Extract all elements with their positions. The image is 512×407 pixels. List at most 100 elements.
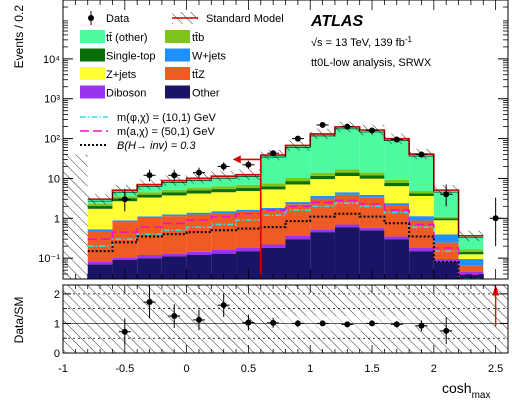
bar-z-jets <box>260 189 286 208</box>
ratio-y-tick-label: 1 <box>54 318 60 330</box>
ratio-point <box>171 313 178 320</box>
ratio-point <box>443 327 450 334</box>
bar-tt-z <box>359 197 385 228</box>
atlas-title: ATLAS <box>310 13 363 30</box>
bar-diboson <box>359 227 385 231</box>
bar-other <box>334 227 360 279</box>
legend-swatch <box>80 30 105 43</box>
cut-line <box>232 155 262 279</box>
ratio-point <box>146 299 153 306</box>
bar-w-jets <box>310 195 335 199</box>
bar-other <box>310 232 335 279</box>
bar-single-top <box>87 206 113 209</box>
bar-tt-b <box>409 191 434 194</box>
bar-single-top <box>137 194 162 198</box>
bar-diboson <box>458 271 484 275</box>
bar-z-jets <box>334 176 360 193</box>
bar-z-jets <box>186 193 212 213</box>
ratio-point <box>393 321 400 328</box>
bar-single-top <box>384 182 410 187</box>
signal-lines <box>87 199 484 279</box>
bar-diboson <box>236 247 261 252</box>
legend-signal-label: m(a,χ) = (50,1) GeV <box>117 126 215 138</box>
bar-w-jets <box>87 229 113 232</box>
x-tick-label: -0.5 <box>115 363 134 375</box>
legend-swatch <box>80 85 105 99</box>
legend-signal-label: m(φ,χ) = (10,1) GeV <box>117 112 216 124</box>
bar-z-jets <box>458 254 484 260</box>
y-tick-label: 10⁻¹ <box>38 253 60 265</box>
y-tick-label: 1 <box>54 213 60 225</box>
bar-single-top <box>161 192 187 196</box>
bar-tt-other <box>334 126 360 170</box>
bar-other <box>285 239 311 279</box>
ratio-points <box>118 285 500 346</box>
bar-diboson <box>409 247 434 252</box>
legend-label: Diboson <box>106 88 146 100</box>
x-axis-label: coshmax <box>442 380 490 401</box>
legend-swatch <box>165 30 190 43</box>
bar-tt-z <box>334 194 360 225</box>
bar-w-jets <box>384 203 410 206</box>
bar-tt-b <box>186 187 212 191</box>
data-point <box>195 169 202 176</box>
data-point <box>344 123 351 130</box>
atlas-region: tt0L-low analysis, SRWX <box>311 57 432 69</box>
ratio-point <box>121 328 128 335</box>
bar-other <box>433 262 459 279</box>
bar-tt-other <box>384 138 410 180</box>
legend-sm-label: Standard Model <box>206 13 284 25</box>
bar-single-top <box>285 181 311 185</box>
cut-arrow-head <box>232 155 241 164</box>
legend-signal-label: B(H→ inv) = 0.3 <box>117 140 196 152</box>
bar-z-jets <box>137 197 162 217</box>
sm-total-black <box>87 128 484 239</box>
bar-w-jets <box>285 202 311 205</box>
bar-tt-z <box>310 198 335 230</box>
bar-w-jets <box>112 220 138 223</box>
bar-diboson <box>260 244 286 248</box>
bar-tt-b <box>310 172 335 176</box>
bar-tt-b <box>359 172 385 176</box>
bar-other <box>87 264 113 279</box>
ratio-point <box>369 320 376 327</box>
bar-tt-b <box>87 203 113 207</box>
bar-tt-b <box>161 189 187 193</box>
bar-single-top <box>409 193 434 196</box>
legend-label: Other <box>192 88 220 100</box>
bar-w-jets <box>334 192 360 195</box>
bar-tt-other <box>310 133 335 173</box>
bar-diboson <box>334 224 360 228</box>
bar-z-jets <box>310 179 335 196</box>
x-tick-label: 2.5 <box>488 363 503 375</box>
bar-diboson <box>285 235 311 240</box>
ratio-point <box>245 319 252 326</box>
bar-tt-b <box>334 169 360 173</box>
bar-tt-z <box>458 265 484 272</box>
bar-diboson <box>186 251 212 256</box>
ratio-y-tick-label: 0 <box>54 348 60 360</box>
ratio-panel: 0 1 2 -1 -0.5 0 0.5 1 1.5 2 2.5 <box>54 284 509 375</box>
bar-z-jets <box>359 178 385 195</box>
bar-z-jets <box>236 191 261 210</box>
y-tick-label: 10² <box>44 134 60 146</box>
bar-single-top <box>310 175 335 180</box>
bar-w-jets <box>236 209 261 212</box>
signal-line-2 <box>87 212 460 279</box>
legend-swatch <box>165 85 190 99</box>
bar-single-top <box>359 175 385 179</box>
legend-data-label: Data <box>106 13 130 25</box>
x-tick-label: 1.5 <box>364 363 379 375</box>
bar-other <box>161 256 187 279</box>
bar-tt-b <box>260 183 286 187</box>
data-point <box>369 127 376 134</box>
ratio-reference-lines <box>63 293 508 339</box>
main-panel: 10⁻¹ 1 10 10² 10³ 10⁴ Data Standard Model tt̄ (… <box>38 0 509 280</box>
bar-tt-other <box>359 130 385 173</box>
ratio-point <box>220 302 227 309</box>
bar-tt-b <box>137 192 162 195</box>
bar-tt-b <box>458 249 484 252</box>
atlas-energy: √s = 13 TeV, 139 fb-1 <box>311 35 412 49</box>
data-points <box>118 121 502 247</box>
data-point <box>270 150 277 157</box>
